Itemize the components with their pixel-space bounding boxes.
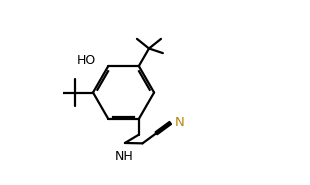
Text: N: N bbox=[174, 116, 184, 129]
Text: HO: HO bbox=[77, 54, 96, 67]
Text: NH: NH bbox=[115, 150, 133, 163]
